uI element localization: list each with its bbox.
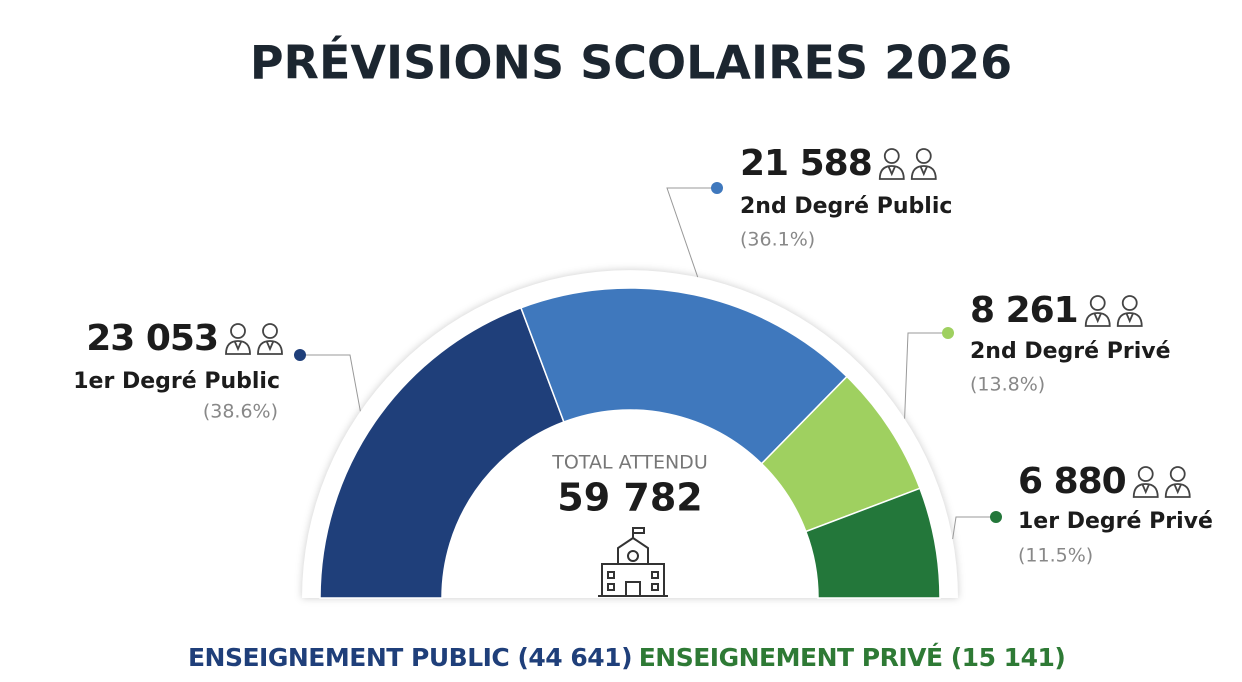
category-label: 1er Degré Privé: [1018, 509, 1213, 534]
value-label: 21 588: [740, 143, 872, 184]
category-label: 2nd Degré Privé: [970, 339, 1171, 364]
body: [1116, 312, 1143, 327]
leader-line: [300, 354, 361, 412]
body: [1132, 483, 1159, 498]
head: [1089, 295, 1106, 311]
head: [230, 323, 246, 339]
head: [1137, 466, 1154, 482]
person-icon: [1164, 466, 1191, 498]
group-label: ENSEIGNEMENT PRIVÉ (15 141): [639, 643, 1066, 672]
percentage-label: (38.6%): [203, 401, 278, 423]
school-outline: [598, 527, 668, 597]
person-icon: [257, 323, 283, 355]
body: [225, 340, 251, 355]
percentage-label: (36.1%): [740, 229, 815, 251]
body: [878, 165, 905, 180]
leader-dot: [294, 349, 306, 361]
leader-line: [904, 332, 948, 419]
body: [1084, 312, 1111, 327]
person-icon: [1132, 466, 1159, 498]
head: [262, 323, 278, 339]
body: [257, 340, 283, 355]
value-label: 8 261: [970, 290, 1078, 331]
person-icon: [878, 148, 905, 180]
person-icon: [910, 148, 937, 180]
center: [443, 411, 817, 598]
head: [883, 148, 900, 164]
head: [1121, 295, 1138, 311]
category-label: 1er Degré Public: [73, 369, 280, 394]
person-icon: [225, 323, 251, 355]
total-value: 59 782: [557, 476, 702, 520]
person-icon: [1116, 295, 1143, 327]
total-label: TOTAL ATTENDU: [551, 452, 707, 474]
wedge: [804, 487, 941, 599]
wedge: [319, 306, 565, 599]
leader-dot: [990, 511, 1002, 523]
leader-line: [666, 187, 717, 278]
body: [910, 165, 937, 180]
value-label: 23 053: [86, 318, 218, 359]
school-icon: [598, 527, 668, 597]
percentage-label: (13.8%): [970, 374, 1045, 396]
school-clock: [627, 550, 639, 562]
wedge: [520, 287, 849, 465]
head: [1169, 466, 1186, 482]
person-icon: [1084, 295, 1111, 327]
leader-dot: [711, 182, 723, 194]
group-label: ENSEIGNEMENT PUBLIC (44 641): [188, 643, 632, 672]
category-label: 2nd Degré Public: [740, 194, 952, 219]
chart-title: PRÉVISIONS SCOLAIRES 2026: [250, 36, 1012, 90]
percentage-label: (11.5%): [1018, 545, 1093, 567]
head: [915, 148, 932, 164]
body: [1164, 483, 1191, 498]
leader-line: [952, 516, 996, 540]
value-label: 6 880: [1018, 461, 1126, 502]
leader-dot: [942, 327, 954, 339]
